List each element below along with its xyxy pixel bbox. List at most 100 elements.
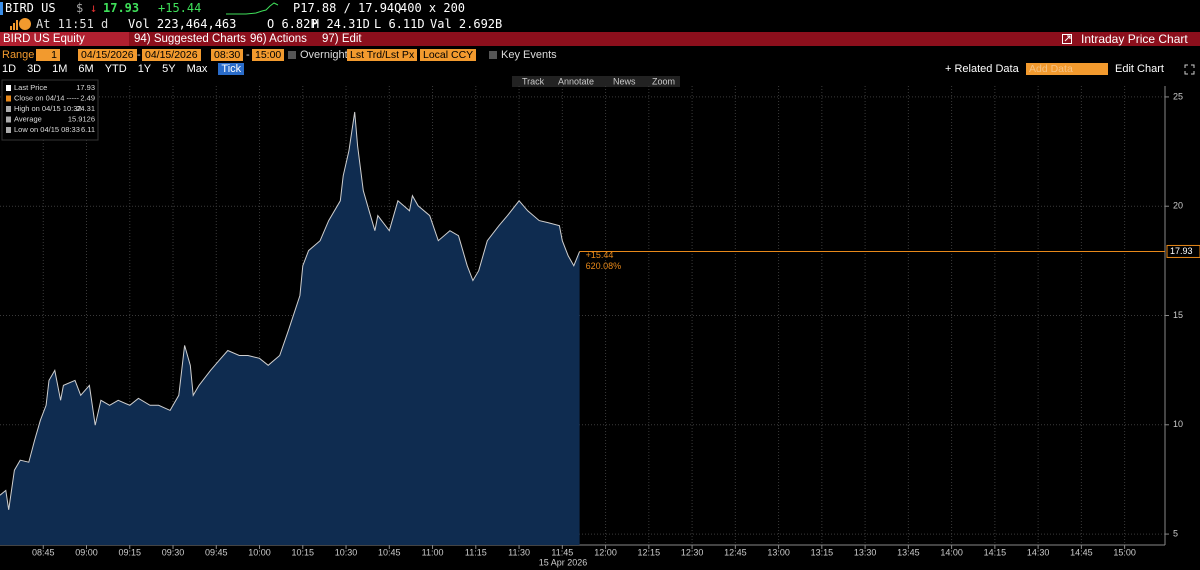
x-tick-label: 14:00 xyxy=(940,547,963,557)
period-button[interactable]: 6M xyxy=(78,63,94,75)
x-tick-label: 14:15 xyxy=(984,547,1007,557)
last-price: 17.93 xyxy=(103,1,140,15)
legend-label: Average xyxy=(14,114,42,123)
cursor xyxy=(0,2,3,15)
x-tick-label: 11:00 xyxy=(422,547,444,557)
last-price-label: 17.93 xyxy=(1170,246,1193,256)
period-button[interactable]: 5Y xyxy=(162,63,176,75)
high: H 24.31D xyxy=(312,17,370,31)
x-tick-label: 13:30 xyxy=(854,547,877,557)
currency: $ xyxy=(76,1,84,15)
x-tick-label: 12:45 xyxy=(724,547,747,557)
ticker[interactable]: BIRD US xyxy=(5,1,56,15)
price-field[interactable]: Lst Trd/Lst Px xyxy=(347,49,418,61)
start-time[interactable]: 08:30 xyxy=(211,49,244,61)
security[interactable]: BIRD US Equity xyxy=(0,32,129,46)
bid-ask-size: 400 x 200 xyxy=(400,1,466,15)
legend-value: 24.31 xyxy=(76,104,95,113)
last-price-tag xyxy=(1166,244,1200,258)
signal-icon xyxy=(10,18,31,30)
x-tick-label: 11:30 xyxy=(508,547,530,557)
volume: Vol 223,464,463 xyxy=(128,17,237,31)
menu-item[interactable]: 94) Suggested Charts xyxy=(134,33,246,45)
key-events[interactable]: Key Events xyxy=(501,49,557,61)
quote-bar: BIRD US $ ↓ 17.93 +15.44 P17.88 / 17.94Q… xyxy=(0,0,1200,17)
legend-label: Close on 04/14 ----- xyxy=(14,93,80,102)
x-tick-label: 15:00 xyxy=(1113,547,1136,557)
period-button[interactable]: 3D xyxy=(27,63,42,75)
bid-ask: P17.88 / 17.94Q xyxy=(293,1,402,15)
legend-value: 6.11 xyxy=(81,125,95,134)
period-bar: 1D 3D 1M 6M YTD 1Y 5Y Max Tick + Related Data Ad… xyxy=(0,63,1200,76)
y-tick-label: 20 xyxy=(1173,201,1183,211)
x-tick-label: 13:00 xyxy=(767,547,790,557)
expand-icon[interactable] xyxy=(1184,64,1195,75)
chart-toolbar: Track Annotate News Zoom xyxy=(512,76,680,87)
legend-swatch xyxy=(6,85,11,91)
toolbar-button[interactable]: Annotate xyxy=(558,76,594,86)
y-tick-label: 25 xyxy=(1173,91,1183,101)
y-tick-label: 10 xyxy=(1173,419,1183,429)
period-button[interactable]: Tick xyxy=(218,63,245,75)
range-input[interactable]: 1 xyxy=(36,49,60,61)
arrow: ↓ xyxy=(90,1,98,15)
menu-item[interactable]: 96) Actions xyxy=(250,33,307,45)
window-title: Intraday Price Chart xyxy=(1081,32,1188,46)
x-tick-label: 09:45 xyxy=(205,547,228,557)
x-tick-label: 09:30 xyxy=(162,547,185,557)
period-button[interactable]: 1D xyxy=(2,63,17,75)
open: O 6.82P xyxy=(267,17,318,31)
legend-value: 15.9126 xyxy=(68,114,95,123)
range-bar: Range 1 04/15/2026 - 04/15/2026 08:30 - … xyxy=(0,49,1200,62)
price-line xyxy=(0,111,581,510)
x-axis-label: 15 Apr 2026 xyxy=(539,557,588,567)
x-tick-label: 10:00 xyxy=(248,547,271,557)
add-data[interactable]: Add Data xyxy=(1026,63,1108,75)
x-tick-label: 13:45 xyxy=(897,547,920,557)
x-tick-label: 08:45 xyxy=(32,547,55,557)
annotation: +15.44 xyxy=(586,250,614,260)
legend-swatch xyxy=(6,106,11,112)
stats-bar: At 11:51 d Vol 223,464,463 O 6.82P H 24.… xyxy=(0,17,1200,32)
toolbar-button[interactable]: News xyxy=(613,76,636,86)
period-buttons: 1D 3D 1M 6M YTD 1Y 5Y Max Tick xyxy=(2,63,255,75)
menu-bar: BIRD US Equity 94) Suggested Charts 96) … xyxy=(0,32,1200,46)
menu-item[interactable]: 97) Edit xyxy=(322,33,362,45)
end-time[interactable]: 15:00 xyxy=(252,49,285,61)
x-tick-label: 14:30 xyxy=(1027,547,1050,557)
legend-swatch xyxy=(6,127,11,133)
edit-chart[interactable]: Edit Chart xyxy=(1115,63,1164,75)
annotation: 620.08% xyxy=(586,261,622,271)
y-tick-label: 15 xyxy=(1173,310,1183,320)
popout-icon[interactable] xyxy=(1062,34,1072,44)
legend-bg xyxy=(1,79,99,141)
period-button[interactable]: YTD xyxy=(104,63,127,75)
checkbox[interactable] xyxy=(288,51,296,59)
traded-value: Val 2.692B xyxy=(430,17,503,31)
checkbox[interactable] xyxy=(489,51,497,59)
toolbar-button[interactable]: Zoom xyxy=(652,76,675,86)
legend-label: Last Price xyxy=(14,83,47,92)
x-tick-label: 09:15 xyxy=(118,547,141,557)
legend-swatch xyxy=(6,95,11,102)
period-button[interactable]: 1Y xyxy=(137,63,152,75)
x-tick-label: 12:00 xyxy=(594,547,617,557)
price-area xyxy=(0,112,580,545)
currency-select[interactable]: Local CCY xyxy=(420,49,477,61)
x-tick-label: 11:15 xyxy=(465,547,487,557)
period-button[interactable]: Max xyxy=(186,63,208,75)
related-data[interactable]: + Related Data xyxy=(945,63,1019,75)
end-date[interactable]: 04/15/2026 xyxy=(142,49,201,61)
period-button[interactable]: 1M xyxy=(52,63,68,75)
x-tick-label: 12:15 xyxy=(638,547,661,557)
dash: - xyxy=(137,49,141,61)
overnight[interactable]: Overnight xyxy=(300,49,348,61)
toolbar-button[interactable]: Track xyxy=(522,76,545,86)
legend-label: Low on 04/15 08:33 xyxy=(14,125,80,134)
legend-swatch xyxy=(6,116,11,123)
x-tick-label: 11:45 xyxy=(551,547,573,557)
start-date[interactable]: 04/15/2026 xyxy=(78,49,137,61)
legend-value: 2.49 xyxy=(80,93,95,102)
